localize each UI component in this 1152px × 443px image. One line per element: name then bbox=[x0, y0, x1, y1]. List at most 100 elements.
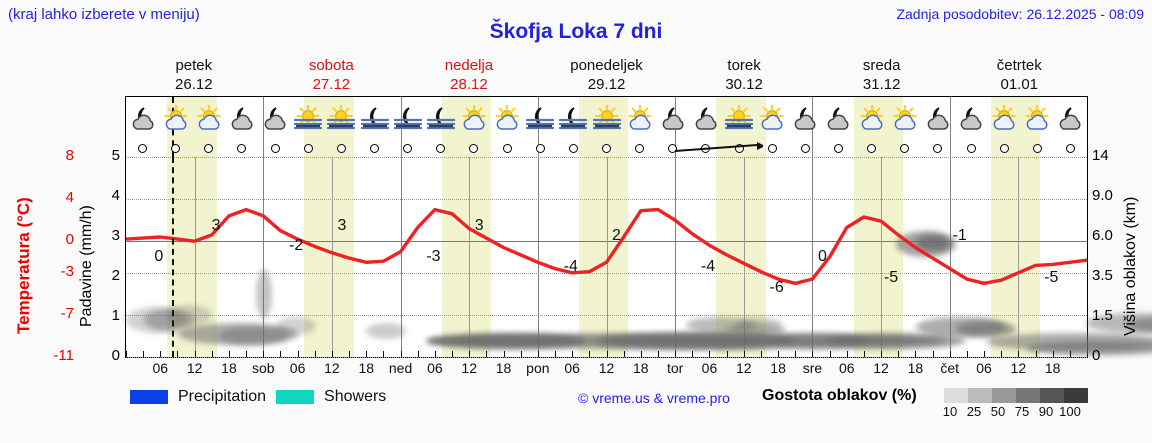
x-label-24: 06 bbox=[976, 360, 992, 376]
x-tick bbox=[863, 351, 865, 357]
x-tick bbox=[246, 351, 248, 357]
moon-fog-icon bbox=[393, 105, 423, 135]
gridline-midday-5 bbox=[881, 157, 883, 357]
x-tick bbox=[726, 351, 728, 357]
day-separator-6 bbox=[949, 157, 951, 357]
density-tick-0: 10 bbox=[942, 404, 958, 419]
day-separator-1 bbox=[263, 157, 265, 357]
day-date: 30.12 bbox=[725, 76, 763, 93]
x-axis-labels: 06 12 18 sob 06 12 18 ned 06 12 18 pon 06 12 18 tor 06 12… bbox=[126, 360, 1087, 380]
wind-symbol bbox=[933, 144, 943, 153]
x-tick bbox=[349, 351, 351, 357]
wind-symbol bbox=[668, 144, 678, 153]
wind-symbol bbox=[138, 144, 148, 153]
cloud-density-blob bbox=[276, 317, 316, 335]
x-tick bbox=[949, 351, 951, 357]
x-tick bbox=[537, 351, 539, 357]
x-tick bbox=[1052, 351, 1054, 357]
x-label-11: pon bbox=[526, 360, 550, 376]
sun-fog-icon bbox=[592, 105, 622, 135]
density-tick-2: 50 bbox=[990, 404, 1006, 419]
daylight-band-2 bbox=[441, 157, 492, 357]
temp-point-label-8: -4 bbox=[700, 258, 716, 276]
cloud-density-scale bbox=[944, 388, 1088, 403]
temp-tick-0: 8 bbox=[65, 147, 74, 164]
gridline-midday-3 bbox=[606, 157, 608, 357]
cloud-density-blob bbox=[144, 309, 194, 331]
x-tick bbox=[520, 351, 522, 357]
wind-symbol bbox=[833, 144, 843, 153]
x-tick bbox=[675, 351, 677, 357]
x-tick bbox=[932, 351, 934, 357]
day-header-2: nedelja 28.12 bbox=[400, 56, 538, 94]
x-label-19: sre bbox=[802, 360, 823, 376]
wind-symbol bbox=[568, 144, 578, 153]
density-tick-1: 25 bbox=[966, 404, 982, 419]
x-tick bbox=[589, 351, 591, 357]
day-date: 27.12 bbox=[312, 76, 351, 93]
density-tick-4: 90 bbox=[1038, 404, 1054, 419]
x-tick bbox=[143, 351, 145, 357]
x-label-17: 12 bbox=[735, 360, 752, 376]
wind-symbol bbox=[1032, 144, 1042, 153]
wind-symbol bbox=[303, 144, 313, 153]
x-tick bbox=[452, 351, 454, 357]
temp-tick-4: -7 bbox=[60, 304, 74, 322]
cloud-density-blob bbox=[426, 333, 586, 349]
cloud-height-axis-title: Višina oblakov (km) bbox=[1122, 196, 1139, 336]
precipitation-legend-label: Precipitation bbox=[178, 388, 267, 405]
sun-cloud-icon bbox=[459, 105, 489, 135]
day-date: 01.01 bbox=[1000, 76, 1039, 93]
sun-cloud-icon bbox=[890, 105, 920, 135]
cloud-density-blob bbox=[826, 333, 966, 349]
x-tick bbox=[1018, 351, 1020, 357]
sun-cloud-icon bbox=[194, 105, 224, 135]
x-label-8: 06 bbox=[427, 360, 443, 376]
cloud-density-blob bbox=[736, 317, 782, 333]
x-tick bbox=[898, 351, 900, 357]
wind-symbol bbox=[999, 144, 1009, 153]
x-tick bbox=[812, 351, 814, 357]
temp-tick-1: 4 bbox=[65, 189, 74, 207]
x-label-13: 12 bbox=[598, 360, 615, 376]
temp-point-label-13: -5 bbox=[1044, 268, 1059, 286]
cloud-density-blob bbox=[366, 323, 406, 339]
cloud-density-blob bbox=[726, 323, 786, 337]
x-tick bbox=[177, 351, 179, 357]
x-tick bbox=[160, 351, 162, 357]
temp-point-label-5: 3 bbox=[474, 216, 484, 234]
density-tick-5: 100 bbox=[1059, 404, 1081, 419]
cloud-density-blob bbox=[126, 307, 184, 333]
precipitation-axis-title: Padavine (mm/h) bbox=[78, 205, 95, 327]
precip-tick-1: 4 bbox=[111, 187, 120, 204]
x-label-15: tor bbox=[666, 360, 684, 376]
temp-tick-5: -11 bbox=[53, 347, 74, 364]
x-label-16: 06 bbox=[701, 360, 718, 376]
x-tick bbox=[417, 351, 419, 357]
temp-point-label-6: -4 bbox=[563, 258, 578, 276]
day-date: 31.12 bbox=[862, 76, 901, 93]
cloud-density-blob bbox=[1026, 341, 1152, 355]
day-name: petek bbox=[175, 57, 213, 74]
temperature-axis-title: Temperatura (°C) bbox=[14, 197, 33, 335]
x-tick bbox=[1035, 351, 1037, 357]
cloud-density-blob bbox=[256, 269, 272, 319]
temp-point-label-0: 0 bbox=[154, 248, 164, 266]
cloud-tick-2: 6.0 bbox=[1092, 227, 1113, 244]
x-tick bbox=[915, 351, 917, 357]
wind-symbol bbox=[270, 144, 280, 153]
wind-symbol bbox=[336, 144, 346, 153]
moon-cloud-icon bbox=[1055, 105, 1085, 135]
x-label-7: ned bbox=[388, 360, 413, 376]
moon-cloud-icon bbox=[691, 105, 721, 135]
x-tick bbox=[778, 351, 780, 357]
x-label-18: 18 bbox=[770, 360, 786, 376]
day-header-0: petek 26.12 bbox=[125, 56, 263, 94]
day-date: 28.12 bbox=[450, 76, 488, 93]
wind-symbol bbox=[204, 144, 214, 153]
moon-fog-icon bbox=[426, 105, 456, 135]
day-name: nedelja bbox=[444, 57, 494, 74]
wind-symbol bbox=[602, 144, 611, 153]
x-tick bbox=[211, 351, 213, 357]
temp-point-label-1: 3 bbox=[211, 216, 221, 234]
